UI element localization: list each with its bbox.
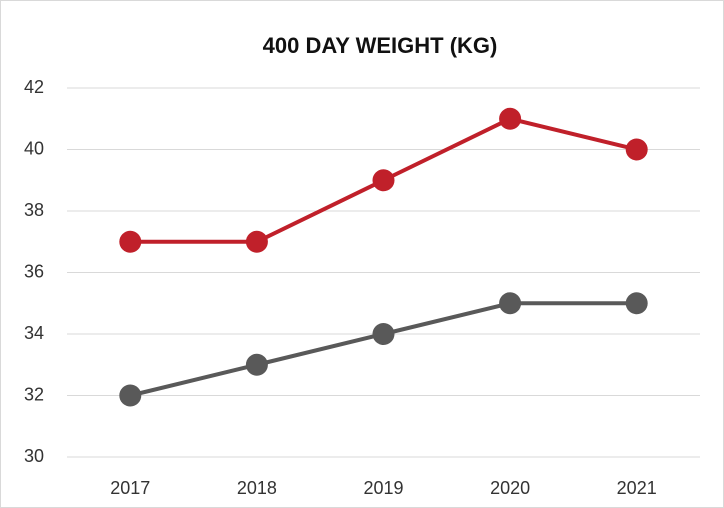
series-marker	[625, 138, 648, 161]
series-marker	[119, 230, 142, 253]
y-tick-label: 32	[24, 384, 44, 404]
y-tick-label: 34	[24, 323, 44, 343]
x-tick-label: 2020	[490, 478, 530, 498]
y-tick-label: 40	[24, 138, 44, 158]
x-tick-label: 2018	[237, 478, 277, 498]
series-marker	[625, 292, 648, 315]
series-marker	[245, 230, 268, 253]
y-tick-label: 30	[24, 446, 44, 466]
y-tick-label: 36	[24, 261, 44, 281]
x-tick-label: 2021	[617, 478, 657, 498]
series-marker	[372, 169, 395, 192]
y-tick-label: 38	[24, 200, 44, 220]
x-tick-label: 2017	[110, 478, 150, 498]
series-marker	[499, 107, 522, 130]
x-tick-label: 2019	[363, 478, 403, 498]
series-marker	[245, 353, 268, 376]
y-tick-label: 42	[24, 77, 44, 97]
series-marker	[372, 323, 395, 345]
chart-title: 400 DAY WEIGHT (KG)	[263, 33, 498, 58]
series-marker	[499, 292, 522, 315]
series-marker	[119, 384, 142, 407]
